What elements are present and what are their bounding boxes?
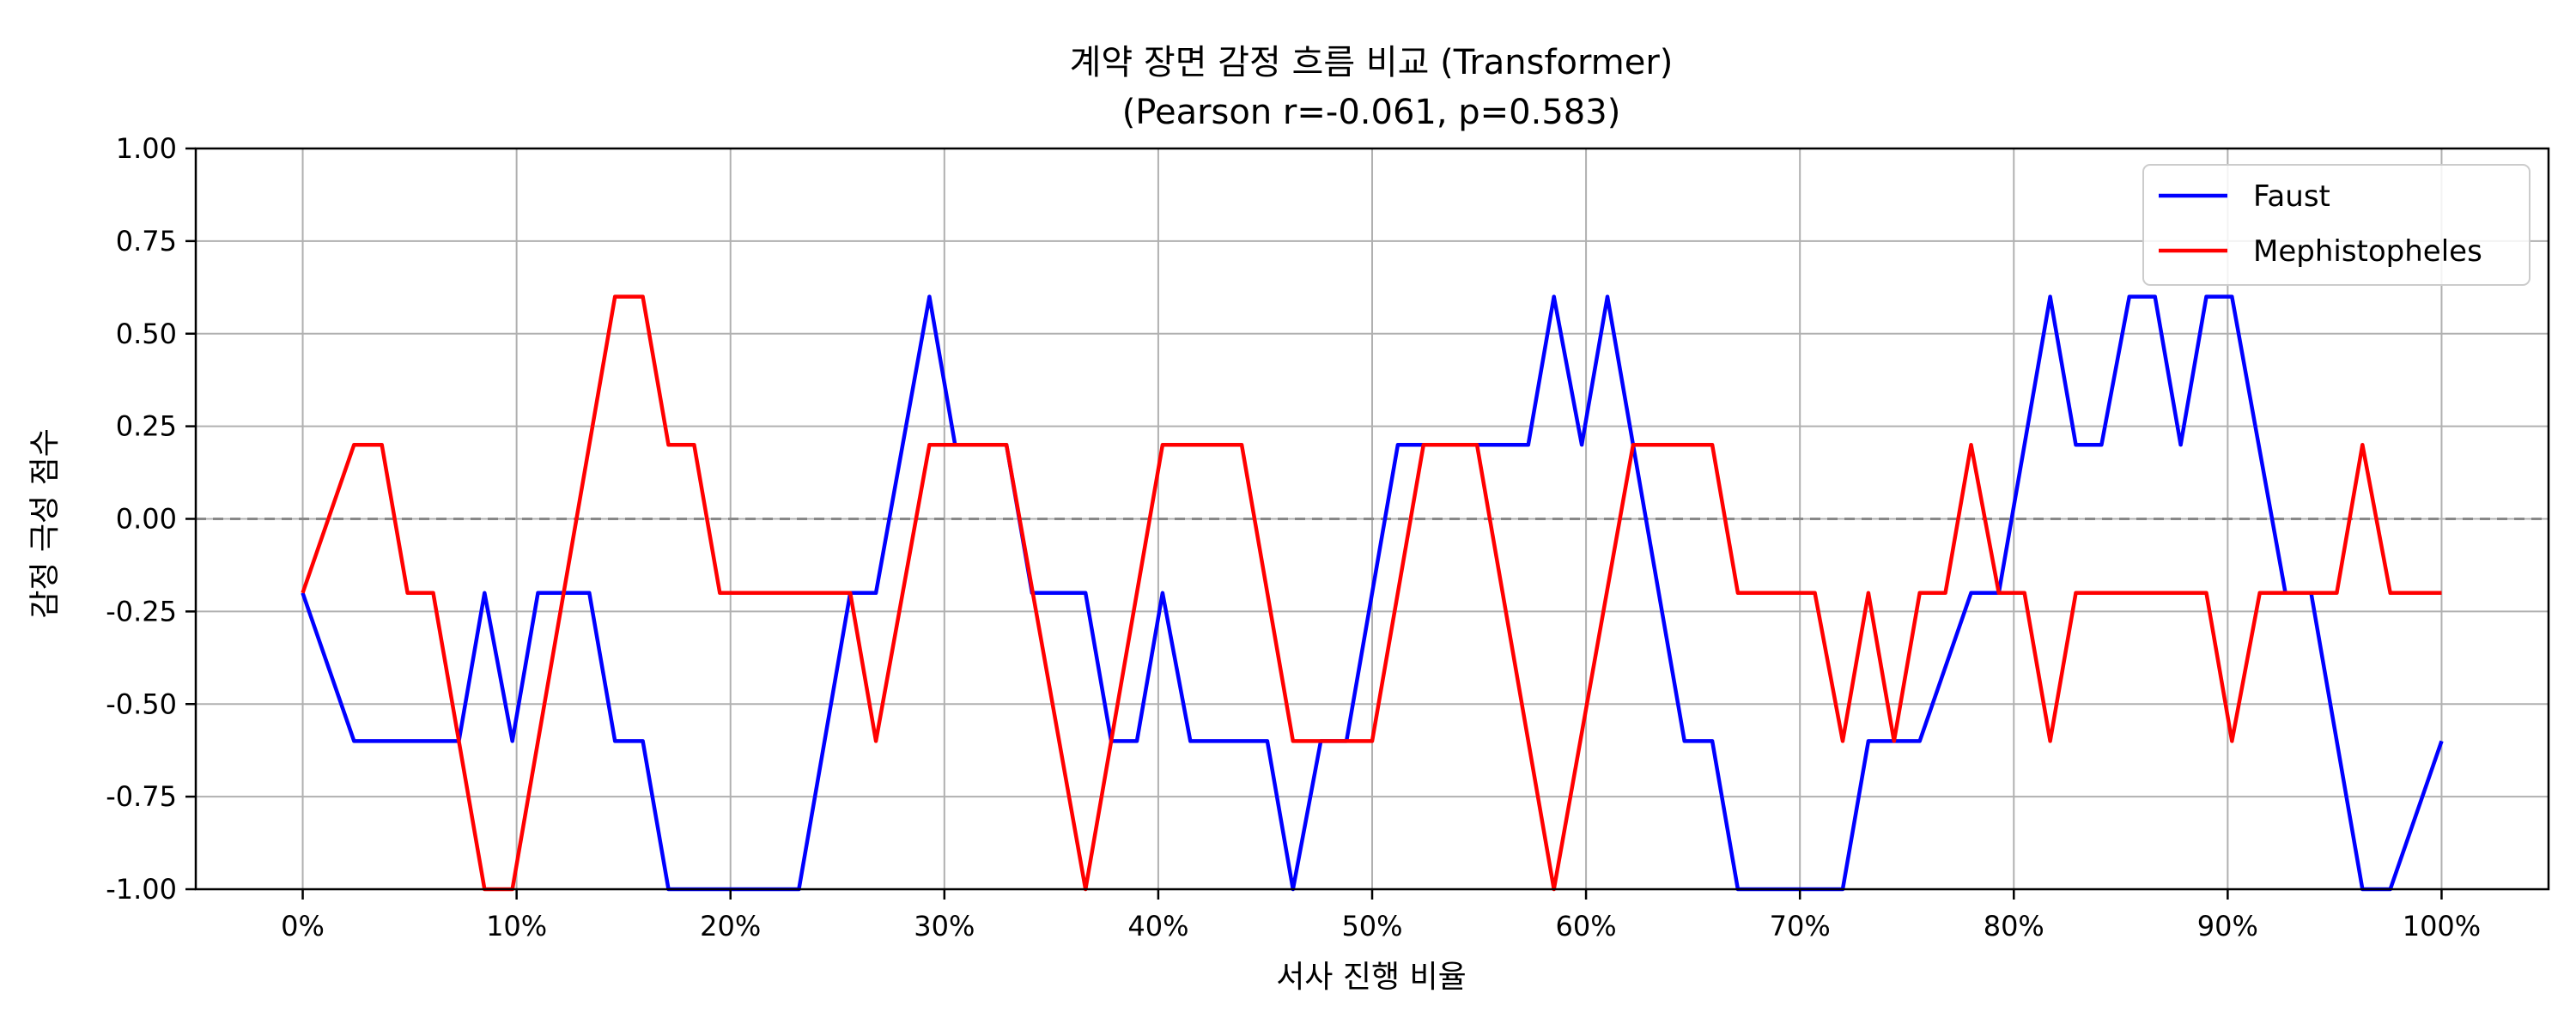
y-tick-label-7: 0.75: [116, 225, 177, 258]
x-tick-label-3: 30%: [914, 910, 975, 942]
y-tick-label-4: 0.00: [116, 503, 177, 536]
y-tick-label-3: -0.25: [106, 595, 177, 627]
x-tick-label-8: 80%: [1984, 910, 2044, 942]
y-tick-label-2: -0.50: [106, 688, 177, 720]
y-axis-label: 감정 극성 점수: [27, 428, 63, 619]
y-tick-label-8: 1.00: [116, 132, 177, 165]
x-tick-label-1: 10%: [486, 910, 547, 942]
y-tick-label-5: 0.25: [116, 410, 177, 443]
x-tick-label-7: 70%: [1770, 910, 1831, 942]
y-tick-label-6: 0.50: [116, 318, 177, 350]
legend-label-faust: Faust: [2253, 179, 2330, 214]
legend: Faust Mephistopheles: [2142, 164, 2530, 286]
legend-box: [2142, 164, 2530, 286]
y-tick-label-1: -0.75: [106, 780, 177, 813]
chart-subtitle: (Pearson r=-0.061, p=0.583): [1122, 93, 1621, 132]
legend-label-mephistopheles: Mephistopheles: [2253, 234, 2482, 269]
chart-title: 계약 장면 감정 흐름 비교 (Transformer): [1070, 43, 1674, 82]
series-line-faust: [301, 294, 2444, 892]
x-tick-label-6: 60%: [1556, 910, 1617, 942]
x-tick-label-5: 50%: [1341, 910, 1402, 942]
series-line-mephistopheles: [301, 294, 2442, 892]
x-tick-label-10: 100%: [2403, 910, 2481, 942]
series-layer: [301, 294, 2444, 892]
y-axis: -1.00 -0.75 -0.50 -0.25 0.00 0.25 0.50 0.75 1.00: [106, 132, 196, 906]
x-tick-label-4: 40%: [1127, 910, 1188, 942]
x-tick-label-0: 0%: [281, 910, 325, 942]
x-tick-label-2: 20%: [700, 910, 761, 942]
y-tick-label-0: -1.00: [106, 873, 177, 906]
x-axis: 0% 10% 20% 30% 40% 50% 60% 70% 80% 90% 100%: [281, 889, 2481, 942]
x-axis-label: 서사 진행 비율: [1276, 960, 1467, 995]
x-tick-label-9: 90%: [2197, 910, 2258, 942]
